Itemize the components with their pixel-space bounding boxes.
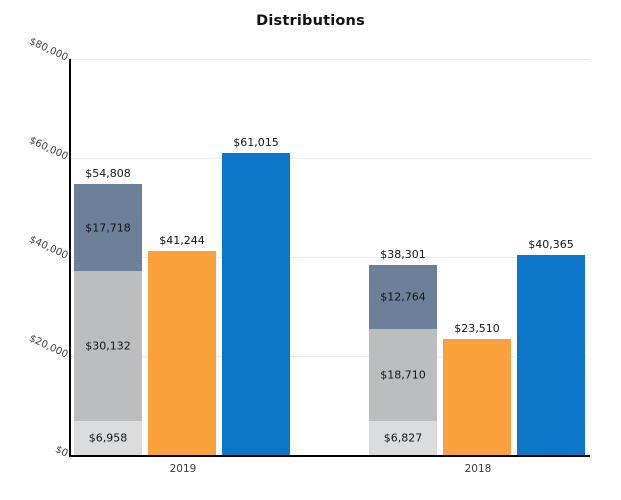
segment-value-label: $6,827 xyxy=(383,431,423,445)
blue-bar xyxy=(222,152,290,455)
bar-value-label: $40,365 xyxy=(528,238,574,252)
segment-top: $17,718 xyxy=(74,183,142,272)
segment-value-label: $17,718 xyxy=(85,221,131,235)
segment-value-label: $18,710 xyxy=(380,368,426,382)
bar-value-label: $61,015 xyxy=(233,135,279,149)
gridline-20000 xyxy=(71,356,590,357)
y-tick-label: $0 xyxy=(53,444,70,460)
y-tick-label: $20,000 xyxy=(27,333,70,361)
segment-bottom: $6,958 xyxy=(74,420,142,455)
segment-top: $12,764 xyxy=(369,265,437,329)
stacked-total-label: $38,301 xyxy=(380,248,426,262)
gridline-80000 xyxy=(71,59,590,60)
stacked-bar: $6,827 $18,710 $12,764 xyxy=(369,265,437,455)
gridline-40000 xyxy=(71,257,590,258)
segment-value-label: $30,132 xyxy=(85,339,131,353)
bar-value-label: $41,244 xyxy=(159,233,205,247)
segment-bottom: $6,827 xyxy=(369,421,437,455)
plot-area: $6,958 $30,132 $17,718 $54,808 $41,244 $61,01… xyxy=(69,59,590,475)
segment-middle: $18,710 xyxy=(369,328,437,422)
stacked-total-label: $54,808 xyxy=(85,166,131,180)
chart-title: Distributions xyxy=(256,13,365,29)
segment-middle: $30,132 xyxy=(74,271,142,421)
segment-value-label: $12,764 xyxy=(380,290,426,304)
y-tick-label: $40,000 xyxy=(27,234,70,262)
x-tick-label: 2018 xyxy=(464,463,492,475)
gridline-60000 xyxy=(71,158,590,159)
segment-value-label: $6,958 xyxy=(88,431,128,445)
bar-value-label: $23,510 xyxy=(454,321,500,335)
stacked-bar: $6,958 $30,132 $17,718 xyxy=(74,183,142,455)
orange-bar xyxy=(148,250,216,455)
y-tick-label: $60,000 xyxy=(27,135,70,163)
y-tick-label: $80,000 xyxy=(27,36,70,64)
blue-bar xyxy=(517,255,585,455)
orange-bar xyxy=(443,338,511,455)
x-tick-label: 2019 xyxy=(169,463,197,475)
